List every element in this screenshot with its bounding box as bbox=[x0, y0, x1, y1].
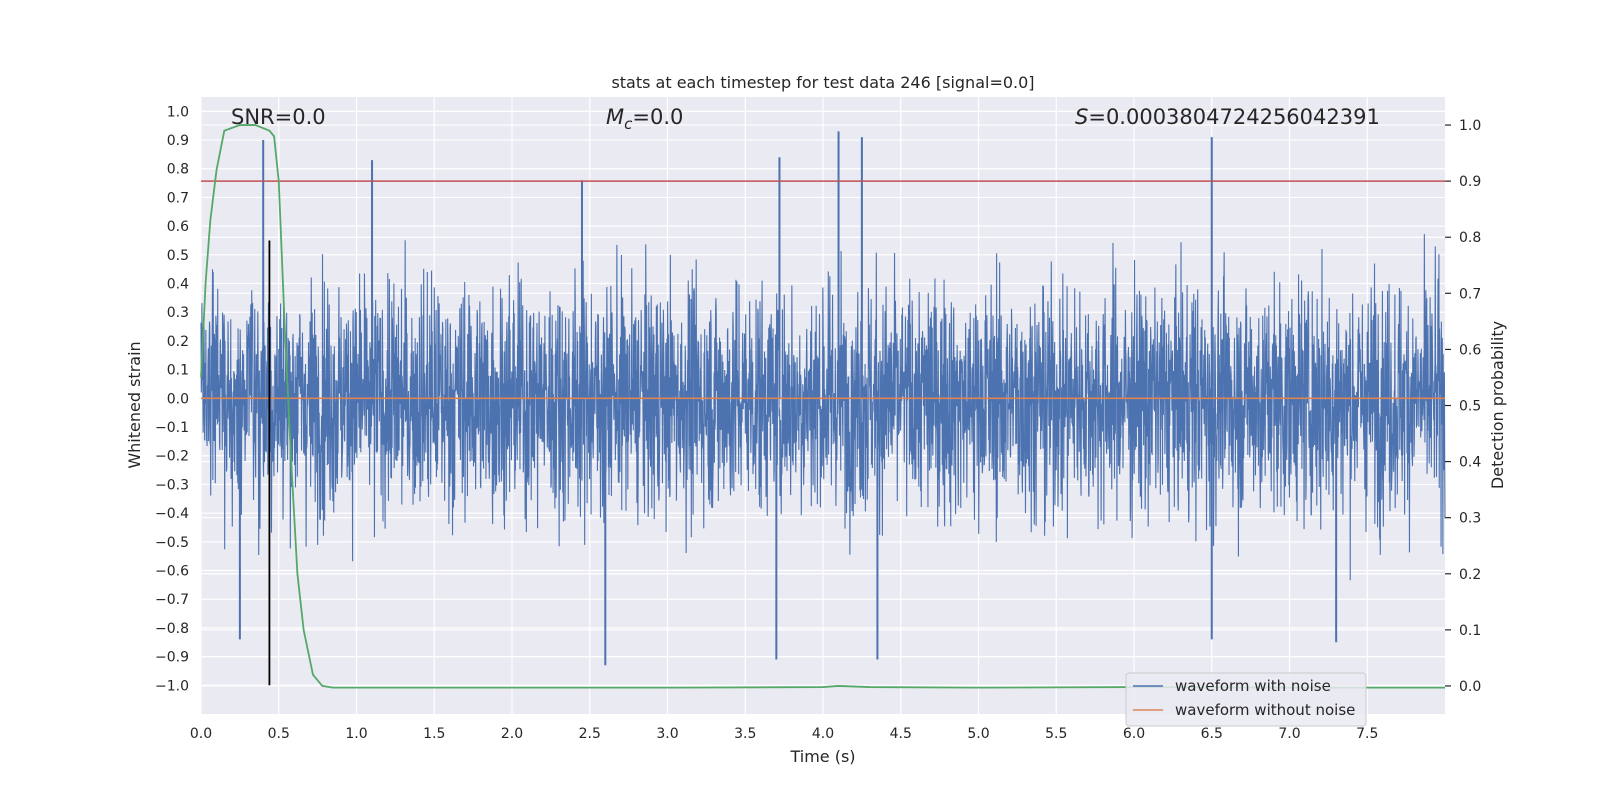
x-tick-label: 3.0 bbox=[656, 726, 678, 742]
y-right-tick-label: 0.9 bbox=[1459, 174, 1481, 190]
y-left-tick-label: 0.7 bbox=[167, 190, 189, 206]
annotation-s: S=0.0003804724256042391 bbox=[1075, 105, 1380, 129]
y-right-tick-label: 0.3 bbox=[1459, 511, 1481, 527]
y-left-tick-label: 1.0 bbox=[167, 104, 189, 120]
x-tick-label: 0.0 bbox=[190, 726, 212, 742]
annotation-mc-symbol: M bbox=[606, 105, 624, 129]
y-left-tick-label: −0.2 bbox=[155, 449, 189, 465]
x-tick-label: 6.0 bbox=[1123, 726, 1145, 742]
y-right-tick-label: 0.1 bbox=[1459, 623, 1481, 639]
y-left-tick-label: −0.5 bbox=[155, 535, 189, 551]
chart: 0.0 0.5 1.0 1.5 2.0 2.5 3.0 3.5 4.0 4.5 5.0 5.5 6.0 6… bbox=[0, 0, 1600, 800]
annotation-mc: Mc=0.0 bbox=[606, 105, 683, 133]
y-right-tick-label: 0.7 bbox=[1459, 286, 1481, 302]
y-left-tick-label: 0.1 bbox=[167, 363, 189, 379]
x-tick-label: 7.5 bbox=[1356, 726, 1378, 742]
legend-label-noise: waveform with noise bbox=[1175, 677, 1331, 695]
x-axis-ticks: 0.0 0.5 1.0 1.5 2.0 2.5 3.0 3.5 4.0 4.5 5.0 5.5 6.0 6… bbox=[190, 726, 1379, 742]
x-tick-label: 2.5 bbox=[579, 726, 601, 742]
y-right-tick-label: 0.8 bbox=[1459, 230, 1481, 246]
chart-title: stats at each timestep for test data 246… bbox=[611, 73, 1034, 92]
y-right-tick-label: 0.2 bbox=[1459, 567, 1481, 583]
x-tick-label: 0.5 bbox=[268, 726, 290, 742]
x-tick-label: 4.0 bbox=[812, 726, 834, 742]
y-right-tick-label: 0.0 bbox=[1459, 679, 1481, 695]
x-tick-label: 7.0 bbox=[1278, 726, 1300, 742]
y-left-tick-label: −0.4 bbox=[155, 506, 189, 522]
y-left-tick-label: −0.7 bbox=[155, 592, 189, 608]
x-axis-label: Time (s) bbox=[789, 747, 855, 766]
annotation-s-symbol: S bbox=[1075, 105, 1088, 129]
x-tick-label: 4.5 bbox=[890, 726, 912, 742]
y-right-tick-label: 0.5 bbox=[1459, 399, 1481, 415]
y-left-tick-label: 0.0 bbox=[167, 391, 189, 407]
x-tick-label: 1.5 bbox=[423, 726, 445, 742]
annotation-snr: SNR=0.0 bbox=[231, 105, 326, 129]
x-tick-label: 1.0 bbox=[345, 726, 367, 742]
y-left-tick-label: 0.5 bbox=[167, 248, 189, 264]
annotation-s-value: =0.0003804724256042391 bbox=[1088, 105, 1380, 129]
y-left-tick-label: −1.0 bbox=[155, 678, 189, 694]
legend: waveform with noise waveform without noi… bbox=[1126, 673, 1366, 726]
y-right-tick-label: 1.0 bbox=[1459, 118, 1481, 134]
annotation-mc-value: =0.0 bbox=[632, 105, 683, 129]
x-tick-label: 5.5 bbox=[1045, 726, 1067, 742]
x-tick-label: 6.5 bbox=[1201, 726, 1223, 742]
y-left-tick-label: −0.6 bbox=[155, 564, 189, 580]
y-left-tick-label: 0.2 bbox=[167, 334, 189, 350]
y-axis-left-ticks: −1.0 −0.9 −0.8 −0.7 −0.6 −0.5 −0.4 −0.3 −0.2 −0.1… bbox=[155, 104, 189, 694]
legend-label-clean: waveform without noise bbox=[1175, 701, 1355, 719]
y-left-tick-label: 0.6 bbox=[167, 219, 189, 235]
y-right-tick-label: 0.6 bbox=[1459, 342, 1481, 358]
y-left-tick-label: −0.1 bbox=[155, 420, 189, 436]
y-left-tick-label: 0.4 bbox=[167, 277, 189, 293]
y-right-tick-label: 0.4 bbox=[1459, 455, 1481, 471]
y-axis-left-label: Whitened strain bbox=[125, 341, 144, 468]
x-tick-label: 2.0 bbox=[501, 726, 523, 742]
y-left-tick-label: −0.9 bbox=[155, 650, 189, 666]
y-left-tick-label: −0.3 bbox=[155, 477, 189, 493]
y-left-tick-label: 0.9 bbox=[167, 133, 189, 149]
y-left-tick-label: 0.8 bbox=[167, 162, 189, 178]
x-tick-label: 3.5 bbox=[734, 726, 756, 742]
y-axis-right-ticks: 0.0 0.1 0.2 0.3 0.4 0.5 0.6 0.7 0.8 0.9 1.0 bbox=[1445, 118, 1481, 695]
y-left-tick-label: 0.3 bbox=[167, 305, 189, 321]
x-tick-label: 5.0 bbox=[967, 726, 989, 742]
y-axis-right-label: Detection probability bbox=[1488, 321, 1507, 489]
y-left-tick-label: −0.8 bbox=[155, 621, 189, 637]
